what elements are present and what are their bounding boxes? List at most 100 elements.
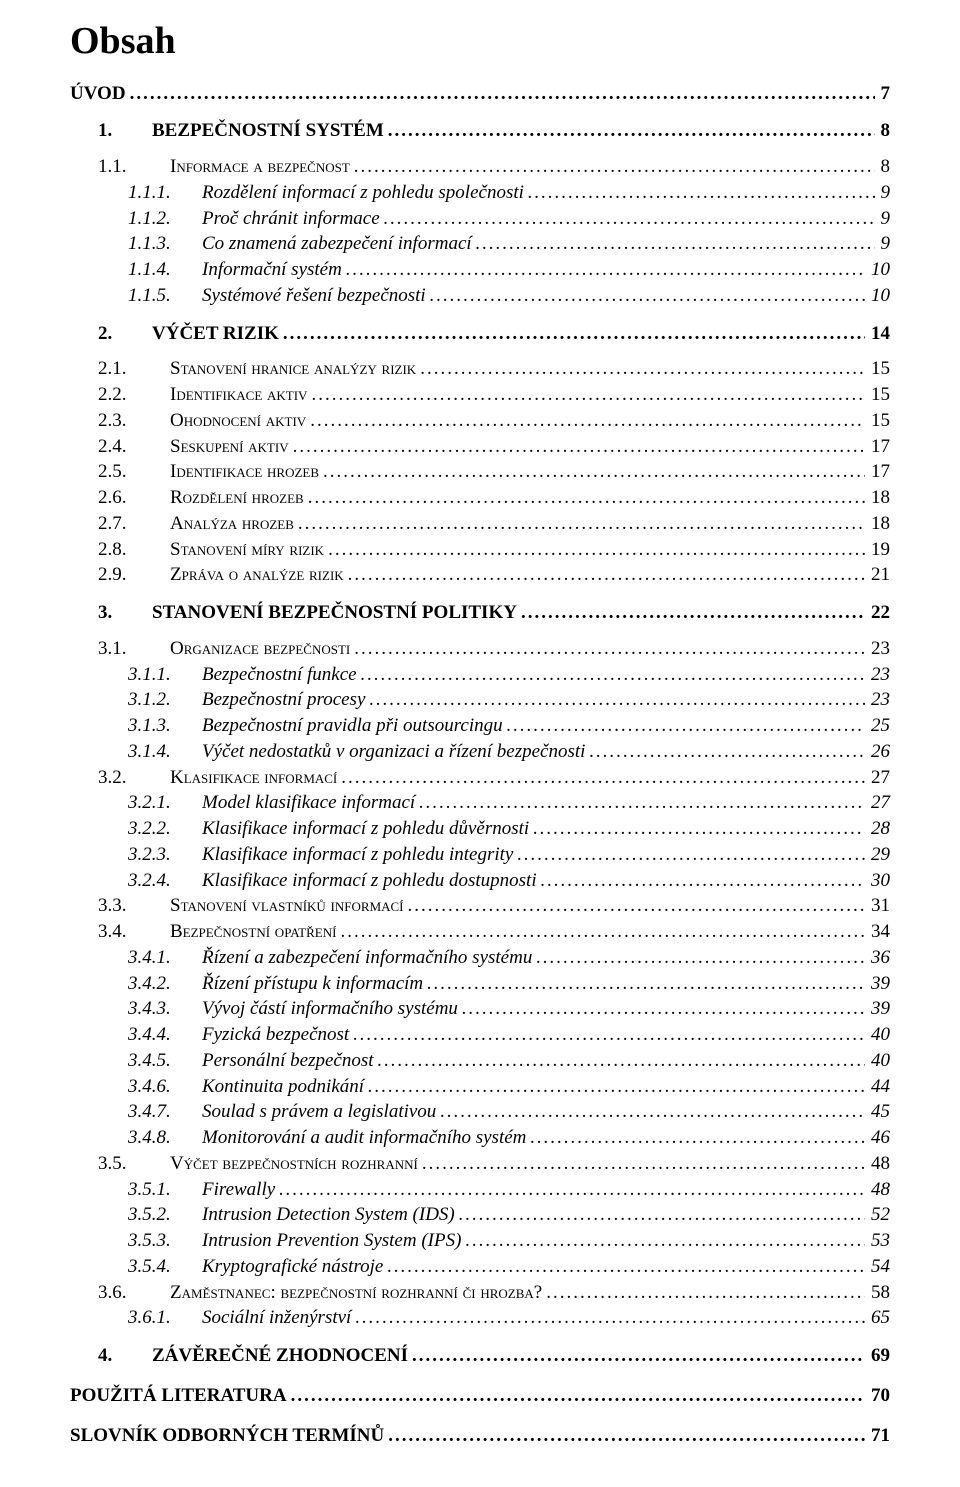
toc-entry: 3.2.2.Klasifikace informací z pohledu dů… (70, 817, 890, 841)
toc-page-number: 44 (865, 1075, 890, 1099)
toc-entry: 3.4.8.Monitorování a audit informačního … (70, 1126, 890, 1150)
toc-page-number: 69 (865, 1344, 890, 1368)
toc-page-number: 39 (865, 972, 890, 996)
toc-label: BEZPEČNOSTNÍ SYSTÉM (152, 119, 388, 143)
toc-page-number: 48 (865, 1178, 890, 1202)
toc-entry: 3.4.Bezpečnostní opatření34 (70, 920, 890, 944)
toc-leader (369, 688, 865, 712)
toc-page-number: 10 (865, 284, 890, 308)
toc-entry: 3.5.1.Firewally 48 (70, 1178, 890, 1202)
toc-entry: 2.VÝČET RIZIK14 (70, 322, 890, 346)
toc-leader (465, 1229, 865, 1253)
toc-number: 3.3. (98, 894, 170, 918)
toc-page-number: 71 (865, 1424, 890, 1448)
toc-label: Klasifikace informací z pohledu dostupno… (202, 869, 541, 893)
toc-entry: 3.2.Klasifikace informací27 (70, 766, 890, 790)
toc-number: 3.5.4. (128, 1255, 202, 1279)
toc-entry: 3.5.2.Intrusion Detection System (IDS) 52 (70, 1203, 890, 1227)
table-of-contents: Úvod71.BEZPEČNOSTNÍ SYSTÉM81.1.Informace… (70, 82, 890, 1448)
toc-page-number: 19 (865, 538, 890, 562)
toc-label: Kryptografické nástroje (202, 1255, 387, 1279)
toc-leader (378, 1049, 865, 1073)
toc-number: 3.5.2. (128, 1203, 202, 1227)
toc-leader (354, 637, 865, 661)
toc-label: Řízení a zabezpečení informačního systém… (202, 946, 536, 970)
toc-entry: 3.4.7.Soulad s právem a legislativou45 (70, 1100, 890, 1124)
toc-leader (384, 207, 875, 231)
toc-label: Ohodnocení aktiv (170, 409, 310, 433)
toc-entry: 2.9.Zpráva o analýze rizik21 (70, 563, 890, 587)
toc-number: 1.1.2. (128, 207, 202, 231)
toc-entry: 1.BEZPEČNOSTNÍ SYSTÉM8 (70, 119, 890, 143)
toc-entry: 2.5.Identifikace hrozeb17 (70, 460, 890, 484)
toc-number: 1.1.4. (128, 258, 202, 282)
toc-leader (427, 972, 865, 996)
toc-leader (293, 435, 865, 459)
toc-leader (368, 1075, 865, 1099)
toc-label: STANOVENÍ BEZPEČNOSTNÍ POLITIKY (152, 601, 521, 625)
toc-leader (130, 82, 875, 106)
toc-label: Firewally (202, 1178, 279, 1202)
toc-number: 3.1.2. (128, 688, 202, 712)
toc-page-number: 26 (865, 740, 890, 764)
toc-page-number: 65 (865, 1306, 890, 1330)
toc-label: Intrusion Detection System (IDS) (202, 1203, 459, 1227)
toc-label: Rozdělení hrozeb (170, 486, 308, 510)
toc-entry: 2.8.Stanovení míry rizik19 (70, 538, 890, 562)
toc-leader (323, 460, 865, 484)
toc-page-number: 15 (865, 357, 890, 381)
toc-number: 2.3. (98, 409, 170, 433)
toc-number: 2.5. (98, 460, 170, 484)
toc-label: Systémové řešení bezpečnosti (202, 284, 430, 308)
toc-leader (308, 486, 865, 510)
toc-page-number: 27 (865, 766, 890, 790)
toc-leader (408, 894, 865, 918)
toc-entry: 3.2.3.Klasifikace informací z pohledu in… (70, 843, 890, 867)
toc-leader (528, 181, 875, 205)
toc-leader (420, 357, 865, 381)
toc-page-number: 15 (865, 383, 890, 407)
toc-page-number: 54 (865, 1255, 890, 1279)
toc-number: 3.5.3. (128, 1229, 202, 1253)
toc-page-number: 52 (865, 1203, 890, 1227)
toc-label: Model klasifikace informací (202, 791, 419, 815)
toc-number: 1.1.5. (128, 284, 202, 308)
toc-leader (589, 740, 865, 764)
toc-label: Použitá literatura (70, 1384, 291, 1408)
toc-label: Řízení přístupu k informacím (202, 972, 427, 996)
toc-number: 3.5.1. (128, 1178, 202, 1202)
toc-page-number: 22 (865, 601, 890, 625)
toc-leader (517, 843, 865, 867)
toc-number: 3.5. (98, 1152, 170, 1176)
toc-leader (361, 663, 865, 687)
toc-leader (388, 1424, 865, 1448)
toc-leader (310, 409, 865, 433)
toc-entry: 2.2.Identifikace aktiv15 (70, 383, 890, 407)
toc-label: Klasifikace informací z pohledu integrit… (202, 843, 517, 867)
toc-number: 3.4.6. (128, 1075, 202, 1099)
toc-page-number: 36 (865, 946, 890, 970)
toc-page-number: 18 (865, 512, 890, 536)
toc-label: Organizace bezpečnosti (170, 637, 354, 661)
toc-page-number: 46 (865, 1126, 890, 1150)
toc-page-number: 17 (865, 435, 890, 459)
toc-page-number: 23 (865, 688, 890, 712)
toc-leader (388, 119, 875, 143)
toc-label: Stanovení vlastníků informací (170, 894, 408, 918)
toc-entry: 3.STANOVENÍ BEZPEČNOSTNÍ POLITIKY22 (70, 601, 890, 625)
document-page: Obsah Úvod71.BEZPEČNOSTNÍ SYSTÉM81.1.Inf… (0, 0, 960, 1487)
toc-page-number: 8 (875, 119, 891, 143)
toc-page-number: 18 (865, 486, 890, 510)
toc-leader (311, 383, 865, 407)
toc-number: 1.1.1. (128, 181, 202, 205)
toc-leader (279, 1178, 865, 1202)
toc-page-number: 25 (865, 714, 890, 738)
toc-number: 2.8. (98, 538, 170, 562)
toc-number: 3.1.1. (128, 663, 202, 687)
toc-page-number: 10 (865, 258, 890, 282)
toc-label: Slovník odborných termínů (70, 1424, 388, 1448)
toc-label: Monitorování a audit informačního systém (202, 1126, 530, 1150)
toc-entry: 3.6.Zaměstnanec: bezpečnostní rozhranní … (70, 1281, 890, 1305)
toc-entry: 3.1.1.Bezpečnostní funkce23 (70, 663, 890, 687)
toc-entry: 3.5.Výčet bezpečnostních rozhranní48 (70, 1152, 890, 1176)
